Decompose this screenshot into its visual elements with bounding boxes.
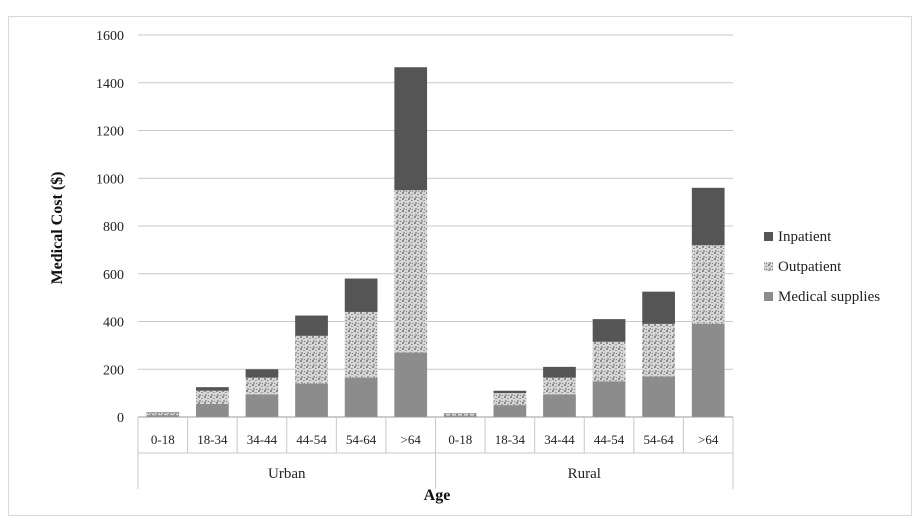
bar-segment-outpatient bbox=[295, 335, 328, 384]
bar-segment-inpatient bbox=[196, 387, 229, 391]
legend-label: Outpatient bbox=[778, 259, 842, 275]
bar-segment-medical-supplies bbox=[443, 415, 477, 417]
y-axis-title: Medical Cost ($) bbox=[49, 172, 66, 285]
x-group-label: Rural bbox=[568, 466, 601, 482]
bar-segment-medical-supplies bbox=[691, 323, 725, 417]
bar-segment-medical-supplies bbox=[592, 381, 626, 417]
bar-segment-inpatient bbox=[245, 369, 279, 378]
bar-segment-medical-supplies bbox=[196, 403, 229, 417]
bar-segment-medical-supplies bbox=[543, 394, 576, 417]
bar-segment-outpatient bbox=[493, 393, 527, 406]
x-category-label: >64 bbox=[401, 432, 422, 447]
legend: Inpatient Outpatient Medical supplies bbox=[764, 229, 880, 305]
bar-segment-medical-supplies bbox=[344, 377, 378, 417]
x-group-label: Urban bbox=[268, 466, 306, 482]
x-category-label: >64 bbox=[698, 432, 719, 447]
chart-frame bbox=[8, 16, 912, 516]
y-tick-label: 0 bbox=[117, 411, 124, 426]
x-category-label: 18-34 bbox=[197, 432, 228, 447]
x-category-label: 34-44 bbox=[544, 432, 575, 447]
y-tick-label: 1400 bbox=[96, 77, 124, 92]
bar-segment-outpatient bbox=[443, 413, 477, 416]
y-tick-label: 1000 bbox=[96, 172, 124, 187]
y-tick-label: 1200 bbox=[96, 125, 124, 140]
bar-segment-outpatient bbox=[196, 390, 229, 404]
bar-segment-medical-supplies bbox=[245, 394, 279, 417]
x-category-label: 54-64 bbox=[643, 432, 674, 447]
bar-segment-inpatient bbox=[394, 67, 428, 191]
bar-segment-outpatient bbox=[146, 412, 180, 416]
x-category-label: 44-54 bbox=[296, 432, 327, 447]
bar-segment-medical-supplies bbox=[493, 405, 527, 417]
bar-segment-medical-supplies bbox=[642, 376, 675, 417]
bar-segment-inpatient bbox=[642, 291, 675, 324]
bar-segment-outpatient bbox=[543, 377, 576, 395]
bars bbox=[146, 67, 725, 417]
x-category-label: 0-18 bbox=[151, 432, 175, 447]
legend-label: Inpatient bbox=[778, 229, 832, 245]
bar-segment-outpatient bbox=[691, 245, 725, 324]
bar-segment-medical-supplies bbox=[146, 415, 180, 417]
x-category-label: 0-18 bbox=[448, 432, 472, 447]
legend-swatch bbox=[764, 262, 773, 271]
x-axis: 0-18 18-34 34-44 44-54 54-64 >64 Urban 0-18 18-3… bbox=[137, 416, 734, 489]
y-tick-label: 800 bbox=[103, 220, 124, 235]
bar-segment-inpatient bbox=[344, 278, 378, 312]
y-tick-label: 400 bbox=[103, 316, 124, 331]
legend-swatch bbox=[764, 292, 773, 301]
legend-label: Medical supplies bbox=[778, 289, 880, 305]
y-tick-label: 1600 bbox=[96, 29, 124, 44]
x-category-label: 54-64 bbox=[346, 432, 377, 447]
x-category-label: 34-44 bbox=[247, 432, 278, 447]
bar-segment-outpatient bbox=[245, 377, 279, 395]
y-axis-ticks: 0 200 400 600 800 1000 1200 1400 1600 bbox=[96, 29, 124, 426]
bar-segment-outpatient bbox=[592, 341, 626, 382]
legend-swatch bbox=[764, 232, 773, 241]
bar-segment-outpatient bbox=[642, 323, 675, 377]
y-tick-label: 600 bbox=[103, 268, 124, 283]
bar-segment-inpatient bbox=[543, 366, 576, 378]
bar-segment-medical-supplies bbox=[295, 383, 328, 417]
bar-segment-medical-supplies bbox=[394, 352, 428, 417]
y-tick-label: 200 bbox=[103, 363, 124, 378]
x-axis-title: Age bbox=[424, 487, 451, 504]
bar-segment-outpatient bbox=[394, 190, 428, 353]
bar-segment-inpatient bbox=[295, 315, 328, 336]
bar-segment-inpatient bbox=[592, 319, 626, 342]
x-category-label: 18-34 bbox=[495, 432, 526, 447]
bar-segment-outpatient bbox=[344, 311, 378, 378]
bar-segment-inpatient bbox=[691, 187, 725, 246]
x-category-label: 44-54 bbox=[594, 432, 625, 447]
bar-segment-inpatient bbox=[493, 390, 527, 394]
